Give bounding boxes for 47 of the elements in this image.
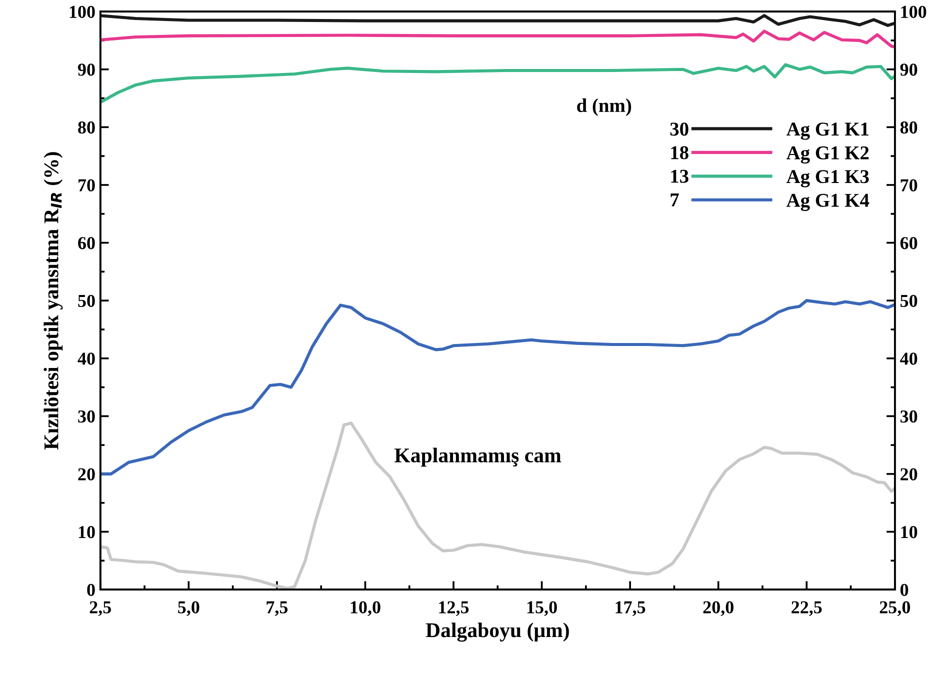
x-tick-label: 5,0 bbox=[178, 601, 200, 616]
y2-tick-label: 50 bbox=[900, 294, 918, 307]
y2-tick-label: 100 bbox=[901, 6, 926, 18]
y-tick-label: 90 bbox=[78, 64, 95, 76]
y-tick-label: 80 bbox=[78, 121, 95, 134]
y2-tick-label: 90 bbox=[900, 64, 918, 76]
x-axis-title: Dalgaboyu (μm) bbox=[426, 622, 569, 642]
x-tick-label: 7,5 bbox=[266, 601, 288, 616]
x-tick-label: 22,5 bbox=[792, 601, 822, 616]
y-tick-label: 20 bbox=[78, 468, 95, 480]
y2-tick-label: 40 bbox=[900, 352, 918, 365]
y2-tick-label: 80 bbox=[900, 121, 918, 134]
annotation: Kaplanmamış cam bbox=[394, 448, 562, 467]
annotation: 30 bbox=[670, 122, 688, 136]
y2-tick-label: 20 bbox=[900, 468, 918, 480]
x-tick-label: 17,5 bbox=[616, 601, 646, 616]
legend-label: Ag G1 K4 bbox=[786, 194, 870, 212]
y-tick-label: 50 bbox=[78, 294, 95, 307]
y2-tick-label: 30 bbox=[900, 410, 918, 423]
x-tick-label: 10,0 bbox=[350, 601, 380, 616]
legend-label: Ag G1 K1 bbox=[786, 122, 868, 140]
y-tick-label: 10 bbox=[78, 526, 95, 538]
y2-tick-label: 10 bbox=[901, 526, 918, 538]
y-tick-label: 60 bbox=[78, 237, 95, 250]
y-tick-label: 30 bbox=[78, 410, 95, 423]
line-series bbox=[100, 30, 895, 48]
y2-tick-label: 60 bbox=[900, 237, 918, 250]
x-tick-label: 15,0 bbox=[527, 601, 557, 616]
x-tick-label: 12,5 bbox=[439, 601, 469, 616]
y-axis-title: Kızılötesi optik yansıtma R$_{IR}$ (%) bbox=[44, 152, 63, 450]
line-series bbox=[100, 14, 895, 27]
annotation: 18 bbox=[671, 146, 688, 160]
legend-title: d (nm) bbox=[577, 98, 632, 116]
annotation: 7 bbox=[670, 194, 679, 206]
x-tick-label: 25,0 bbox=[880, 601, 910, 616]
line-series bbox=[100, 299, 895, 476]
y2-tick-label: 70 bbox=[900, 179, 918, 192]
y2-tick-label: 0 bbox=[900, 584, 908, 596]
y-tick-label: 70 bbox=[78, 179, 95, 192]
x-tick-label: 2,5 bbox=[90, 601, 112, 616]
y-tick-label: 0 bbox=[87, 584, 95, 596]
y-tick-label: 100 bbox=[70, 6, 95, 18]
y-tick-label: 40 bbox=[78, 352, 95, 365]
annotation: 13 bbox=[671, 170, 688, 183]
legend-label: Ag G1 K3 bbox=[786, 170, 869, 188]
legend-label: Ag G1 K2 bbox=[786, 146, 869, 164]
x-tick-label: 20,0 bbox=[703, 601, 734, 616]
